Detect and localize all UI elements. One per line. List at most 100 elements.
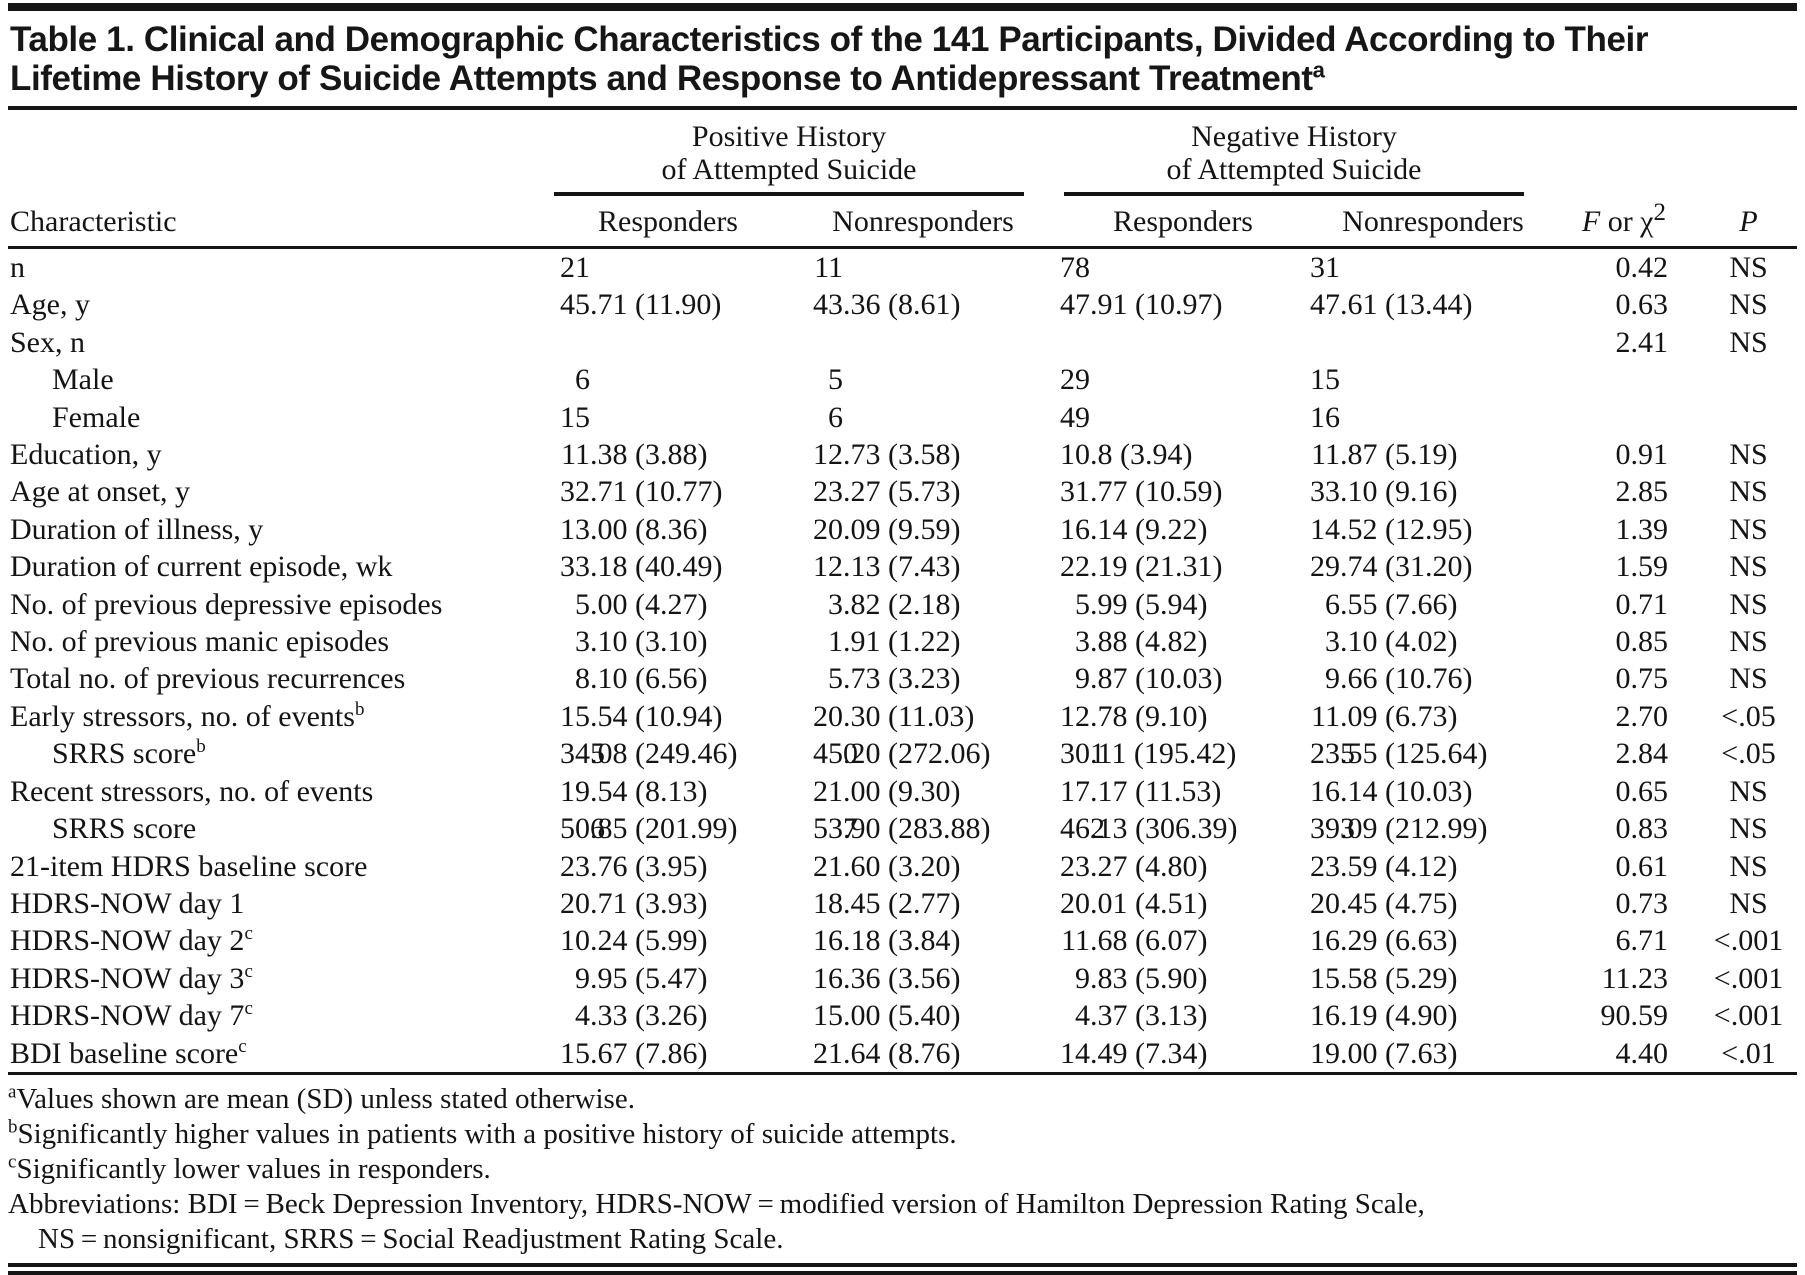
table-row: HDRS-NOW day 2c 10.24 (5.99) 16.18 (3.84) 1…	[8, 922, 1797, 959]
value-integer-part: 16	[813, 924, 843, 958]
row-label-text: Female	[52, 400, 141, 434]
row-label: Education, y	[8, 436, 548, 473]
row-label-text: Duration of current episode, wk	[10, 550, 393, 584]
stat-cell	[1558, 361, 1680, 398]
value-cell: 33.10 (9.16)	[1308, 473, 1558, 510]
value-fraction-part: .71 (3.93)	[590, 886, 708, 920]
row-label-text: HDRS-NOW day 2	[10, 924, 245, 958]
value-integer-part: 21	[813, 1036, 843, 1070]
p-value-cell	[1680, 399, 1797, 436]
value-fraction-part: .58 (5.29)	[1340, 961, 1458, 995]
value-fraction-part: .13 (7.43)	[843, 550, 961, 584]
p-value-cell: NS	[1729, 886, 1768, 920]
row-label-footnote-marker: c	[238, 1035, 247, 1057]
p-value-cell: NS	[1729, 849, 1768, 883]
value-integer-part: 11	[814, 251, 843, 284]
value-fraction-part: .36 (8.61)	[843, 288, 961, 322]
value-integer-part: 12	[1060, 699, 1090, 733]
value-fraction-part: .00 (7.63)	[1340, 1036, 1458, 1070]
row-label: HDRS-NOW day 7c	[8, 997, 548, 1034]
value-integer-part: 33	[1310, 475, 1340, 509]
value-integer-part: 506	[560, 812, 605, 846]
table-row: HDRS-NOW day 7c 4.33 (3.26) 15.00 (5.40) 4.…	[8, 997, 1797, 1034]
footnote-marker: b	[8, 1116, 18, 1138]
value-fraction-part: .95 (5.47)	[590, 961, 708, 995]
value-cell: 19.00 (7.63)	[1308, 1035, 1558, 1074]
value-fraction-part: .77 (10.59)	[1090, 475, 1223, 509]
value-cell: 21.64 (8.76)	[788, 1035, 1058, 1074]
value-integer-part: 5	[575, 587, 590, 621]
value-cell: 16	[1308, 399, 1558, 436]
value-cell: 9.83 (5.90)	[1058, 960, 1308, 997]
value-cell: 17.17 (11.53)	[1058, 773, 1308, 810]
row-label: Sex, n	[8, 324, 548, 361]
value-integer-part: 9	[1075, 961, 1090, 995]
p-value-cell: <.001	[1713, 961, 1784, 995]
value-cell: 4.33 (3.26)	[548, 997, 788, 1034]
value-integer-part: 16	[1310, 924, 1340, 958]
value-cell: 13.00 (8.36)	[548, 511, 788, 548]
value-fraction-part: .00 (4.27)	[590, 587, 708, 621]
value-cell: 23.27 (5.73)	[788, 473, 1058, 510]
value-integer-part: 15	[560, 400, 590, 434]
row-label-text: Duration of illness, y	[10, 512, 264, 546]
stat-cell: 2.41	[1615, 325, 1669, 359]
table-row: HDRS-NOW day 3c 9.95 (5.47) 16.36 (3.56) 9.…	[8, 960, 1797, 997]
value-integer-part: 15	[560, 1036, 590, 1070]
row-label-text: Education, y	[10, 438, 162, 472]
column-header-p: P	[1680, 196, 1797, 249]
value-fraction-part: .54 (10.94)	[590, 699, 723, 733]
table-row: HDRS-NOW day 1 20.71 (3.93) 18.45 (2.77) 20…	[8, 885, 1797, 922]
value-cell: 3.10 (4.02)	[1308, 623, 1558, 660]
value-cell	[1058, 324, 1308, 361]
value-fraction-part: .27 (5.73)	[843, 475, 961, 509]
value-integer-part: 21	[560, 251, 590, 284]
value-fraction-part: .20 (272.06)	[843, 737, 991, 771]
p-value-cell: <.05	[1721, 699, 1776, 733]
top-rule	[8, 3, 1797, 11]
value-fraction-part: .37 (3.13)	[1090, 999, 1208, 1033]
value-cell: 15.00 (5.40)	[788, 997, 1058, 1034]
stat-cell: 2.85	[1615, 475, 1669, 509]
row-label-text: HDRS-NOW day 1	[10, 886, 245, 920]
value-cell: 31	[1308, 248, 1558, 287]
value-integer-part: 23	[1310, 849, 1340, 883]
value-cell: 15.58 (5.29)	[1308, 960, 1558, 997]
value-integer-part: 20	[560, 886, 590, 920]
value-fraction-part: .71 (10.77)	[590, 475, 723, 509]
value-integer-part: 3	[1325, 625, 1340, 659]
value-integer-part: 393	[1310, 812, 1355, 846]
value-integer-part: 10	[560, 924, 590, 958]
value-fraction-part: .24 (5.99)	[590, 924, 708, 958]
value-cell: 9.66 (10.76)	[1308, 660, 1558, 697]
value-cell: 21.00 (9.30)	[788, 773, 1058, 810]
column-group-negative-label: Negative History of Attempted Suicide	[1064, 110, 1524, 196]
table-row: Male 6 5 29 15	[8, 361, 1797, 398]
value-integer-part: 14	[1310, 512, 1340, 546]
column-header-positive-responders: Responders	[548, 196, 788, 249]
value-fraction-part: .38 (3.88)	[590, 438, 708, 472]
value-cell: 12.78 (9.10)	[1058, 698, 1308, 735]
row-label-text: Male	[52, 363, 114, 397]
value-cell: 10.8 (3.94)	[1058, 436, 1308, 473]
p-symbol: P	[1739, 205, 1758, 238]
value-fraction-part: .73 (3.58)	[843, 438, 961, 472]
value-cell: 8.10 (6.56)	[548, 660, 788, 697]
stat-cell: 0.75	[1615, 662, 1669, 696]
row-label-text: Age, y	[10, 288, 90, 322]
value-cell: 20.01 (4.51)	[1058, 885, 1308, 922]
footnote-text: Significantly higher values in patients …	[17, 1117, 957, 1150]
value-cell: 43.36 (8.61)	[788, 286, 1058, 323]
footnote-text: NS = nonsignificant, SRRS = Social Readj…	[38, 1222, 784, 1255]
value-integer-part: 3	[575, 625, 590, 659]
value-integer-part: 20	[813, 699, 843, 733]
value-cell: 506.85 (201.99)	[548, 810, 788, 847]
value-integer-part: 23	[813, 475, 843, 509]
stat-cell: 0.63	[1615, 288, 1669, 322]
value-integer-part: 15	[1310, 961, 1340, 995]
stat-cell: 6.71	[1615, 924, 1669, 958]
value-integer-part: 22	[1060, 550, 1090, 584]
value-integer-part: 6	[575, 363, 590, 397]
table-row: SRRS score 506.85 (201.99) 537.90 (283.88)…	[8, 810, 1797, 847]
footnote-c: cSignificantly lower values in responder…	[8, 1152, 1797, 1187]
